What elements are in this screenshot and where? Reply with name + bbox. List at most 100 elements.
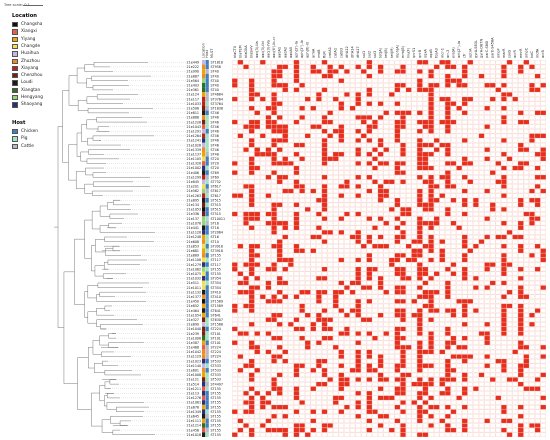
gene-present-cell bbox=[366, 391, 373, 396]
gene-absent-cell bbox=[478, 165, 485, 171]
gene-present-cell bbox=[518, 244, 524, 249]
gene-absent-cell bbox=[366, 382, 373, 387]
gene-absent-cell bbox=[254, 225, 260, 230]
gene-absent-cell bbox=[383, 69, 389, 74]
gene-absent-cell bbox=[260, 142, 266, 148]
gene-absent-cell bbox=[389, 96, 395, 102]
gene-absent-cell bbox=[321, 179, 328, 184]
gene-absent-cell bbox=[439, 299, 445, 304]
gene-present-cell bbox=[534, 244, 541, 249]
gene-absent-cell bbox=[248, 115, 255, 120]
gene-absent-cell bbox=[529, 354, 535, 359]
gene-absent-cell bbox=[237, 363, 244, 368]
gene-absent-cell bbox=[411, 290, 417, 295]
gene-absent-cell bbox=[288, 170, 294, 175]
gene-absent-cell bbox=[422, 83, 429, 88]
gene-present-cell bbox=[417, 234, 423, 240]
mlst-label: ST515 bbox=[211, 203, 221, 207]
gene-absent-cell bbox=[383, 142, 389, 148]
gene-absent-cell bbox=[260, 276, 266, 281]
gene-absent-cell bbox=[422, 262, 429, 267]
gene-absent-cell bbox=[467, 138, 473, 143]
gene-absent-cell bbox=[333, 170, 339, 175]
gene-absent-cell bbox=[506, 354, 513, 359]
gene-absent-cell bbox=[400, 225, 406, 230]
gene-absent-cell bbox=[512, 60, 518, 65]
gene-absent-cell bbox=[411, 92, 417, 97]
gene-absent-cell bbox=[305, 267, 311, 272]
gene-present-cell bbox=[271, 110, 277, 115]
gene-absent-cell bbox=[338, 303, 344, 309]
gene-absent-cell bbox=[506, 64, 513, 70]
gene-absent-cell bbox=[372, 280, 378, 286]
gene-absent-cell bbox=[327, 175, 333, 180]
gene-absent-cell bbox=[540, 280, 546, 286]
gene-absent-cell bbox=[389, 83, 395, 88]
gene-absent-cell bbox=[389, 161, 395, 166]
gene-absent-cell bbox=[349, 156, 356, 161]
gene-absent-cell bbox=[282, 271, 288, 276]
gene-absent-cell bbox=[506, 133, 513, 138]
gene-absent-cell bbox=[383, 276, 389, 281]
gene-absent-cell bbox=[450, 280, 457, 286]
gene-absent-cell bbox=[512, 156, 518, 161]
gene-present-cell bbox=[355, 101, 361, 106]
gene-present-cell bbox=[400, 83, 406, 88]
gene-present-cell bbox=[518, 294, 524, 299]
gene-absent-cell bbox=[377, 336, 384, 341]
gene-absent-cell bbox=[243, 313, 249, 318]
gene-present-cell bbox=[237, 60, 244, 65]
gene-present-cell bbox=[445, 280, 451, 286]
gene-absent-cell bbox=[377, 340, 384, 345]
gene-absent-cell bbox=[361, 179, 367, 184]
gene-present-cell bbox=[327, 69, 333, 74]
gene-absent-cell bbox=[260, 308, 266, 313]
column-header: dfrA12 bbox=[345, 46, 349, 58]
gene-absent-cell bbox=[411, 386, 417, 391]
gene-absent-cell bbox=[417, 184, 423, 189]
gene-absent-cell bbox=[305, 294, 311, 299]
gene-present-cell bbox=[417, 313, 423, 318]
gene-absent-cell bbox=[495, 69, 501, 74]
gene-absent-cell bbox=[478, 124, 485, 129]
gene-absent-cell bbox=[265, 129, 272, 134]
column-header: ompF bbox=[496, 48, 500, 58]
gene-absent-cell bbox=[490, 317, 496, 322]
gene-absent-cell bbox=[254, 294, 260, 299]
gene-absent-cell bbox=[260, 198, 266, 203]
legend-swatch bbox=[12, 129, 18, 135]
gene-absent-cell bbox=[299, 267, 305, 272]
gene-present-cell bbox=[355, 359, 361, 364]
host-cell bbox=[205, 151, 209, 157]
gene-present-cell bbox=[400, 119, 406, 125]
gene-absent-cell bbox=[321, 391, 328, 396]
host-cell bbox=[205, 276, 209, 281]
gene-absent-cell bbox=[445, 156, 451, 161]
gene-absent-cell bbox=[333, 267, 339, 272]
gene-present-cell bbox=[540, 345, 546, 350]
gene-present-cell bbox=[265, 211, 272, 217]
gene-absent-cell bbox=[344, 234, 350, 240]
gene-absent-cell bbox=[260, 368, 266, 373]
gene-present-cell bbox=[445, 64, 451, 70]
gene-absent-cell bbox=[495, 317, 501, 322]
gene-absent-cell bbox=[445, 221, 451, 226]
gene-absent-cell bbox=[265, 73, 272, 79]
gene-absent-cell bbox=[529, 382, 535, 387]
gene-present-cell bbox=[417, 216, 423, 221]
gene-absent-cell bbox=[534, 92, 541, 97]
gene-absent-cell bbox=[254, 101, 260, 106]
gene-absent-cell bbox=[299, 262, 305, 267]
gene-absent-cell bbox=[254, 207, 260, 212]
gene-absent-cell bbox=[248, 73, 255, 79]
gene-absent-cell bbox=[473, 257, 479, 263]
gene-absent-cell bbox=[282, 285, 288, 290]
gene-absent-cell bbox=[349, 73, 356, 79]
gene-absent-cell bbox=[422, 395, 429, 401]
gene-absent-cell bbox=[265, 354, 272, 359]
gene-absent-cell bbox=[490, 106, 496, 111]
gene-absent-cell bbox=[389, 313, 395, 318]
gene-absent-cell bbox=[282, 331, 288, 336]
gene-absent-cell bbox=[501, 345, 507, 350]
gene-absent-cell bbox=[377, 267, 384, 272]
